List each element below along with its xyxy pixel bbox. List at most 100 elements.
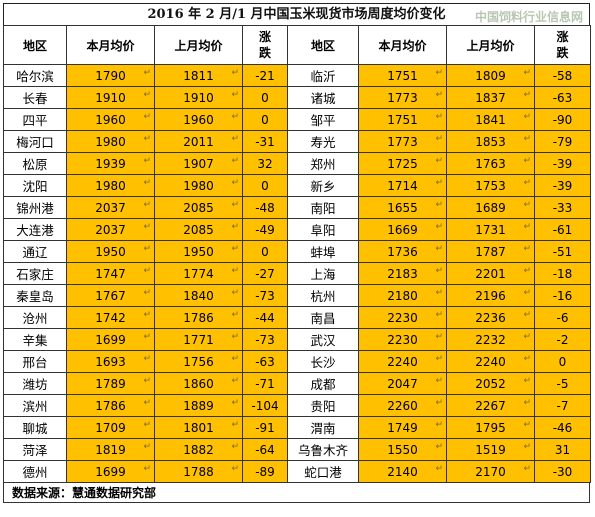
return-mark-icon: ↵ [435,156,443,166]
region-cell: 松原 [3,152,67,175]
change-cell: -7 [534,394,591,417]
cell-value: 2170 [475,464,506,479]
this-month-price-cell: 1736 ↵ [358,240,447,263]
change-cell: 0 [534,350,591,373]
cell-value: -2 [556,332,569,347]
table-row: 锦州港 2037 ↵ 2085 ↵ -48 南阳 1655 ↵ 1689 ↵ -33 [3,196,591,219]
return-mark-icon: ↵ [523,134,531,144]
return-mark-icon: ↵ [231,288,239,298]
return-mark-icon: ↵ [523,442,531,452]
return-mark-icon: ↵ [435,332,443,342]
region-cell: 临沂 [287,64,359,87]
return-mark-icon: ↵ [435,90,443,100]
this-month-price-cell: 1939 ↵ [66,152,155,175]
last-month-price-cell: 1907 ↵ [154,152,243,175]
region-cell: 滨州 [3,394,67,417]
return-mark-icon: ↵ [523,178,531,188]
cell-value: -5 [556,376,569,391]
cell-value: 2085 [183,222,214,237]
table-row: 长春 1910 ↵ 1910 ↵ 0 诸城 1773 ↵ 1837 ↵ -63 [3,86,591,109]
cell-value: -16 [552,288,573,303]
region-cell: 沧州 [3,306,67,329]
last-month-price-cell: 2267 ↵ [446,394,535,417]
this-month-price-cell: 1819 ↵ [66,438,155,461]
return-mark-icon: ↵ [143,68,151,78]
header-this-month: 本月均价 [358,25,447,65]
cell-value: 1788 [183,464,214,479]
return-mark-icon: ↵ [143,464,151,474]
data-source-footer: 数据来源：慧通数据研究部 [3,483,590,503]
return-mark-icon: ↵ [523,332,531,342]
cell-value: 0 [261,90,269,105]
cell-value: 1725 [387,156,418,171]
cell-value: -89 [255,464,275,479]
cell-value: 1655 [387,200,418,215]
region-cell: 阜阳 [287,218,359,241]
this-month-price-cell: 2047 ↵ [358,372,447,395]
cell-value: 2201 [475,266,506,281]
cell-value: -73 [255,288,275,303]
table-row: 四平 1960 ↵ 1960 ↵ 0 邹平 1751 ↵ 1841 ↵ -90 [3,108,591,131]
change-cell: 31 [534,438,591,461]
cell-value: 1763 [475,156,506,171]
region-cell: 长沙 [287,350,359,373]
cell-value: 1714 [387,178,418,193]
cell-value: 2230 [387,332,418,347]
this-month-price-cell: 1950 ↵ [66,240,155,263]
cell-value: -91 [255,420,275,435]
table-row: 秦皇岛 1767 ↵ 1840 ↵ -73 杭州 2180 ↵ 2196 ↵ -16 [3,284,591,307]
region-cell: 潍坊 [3,372,67,395]
cell-value: 2180 [387,288,418,303]
last-month-price-cell: 2236 ↵ [446,306,535,329]
return-mark-icon: ↵ [435,420,443,430]
header-region: 地区 [3,25,67,65]
last-month-price-cell: 2240 ↵ [446,350,535,373]
cell-value: -71 [255,376,275,391]
return-mark-icon: ↵ [231,354,239,364]
table-title: 2016 年 2 月/1 月中国玉米现货市场周度均价变化 中国饲料行业信息网 [3,3,590,25]
cell-value: 1809 [475,68,506,83]
this-month-price-cell: 1699 ↵ [66,328,155,351]
cell-value: 1787 [475,244,506,259]
return-mark-icon: ↵ [435,200,443,210]
cell-value: -58 [552,68,573,83]
cell-value: -31 [255,134,275,149]
cell-value: 1753 [475,178,506,193]
cell-value: 1736 [387,244,418,259]
table-row: 德州 1699 ↵ 1788 ↵ -89 蛇口港 2140 ↵ 2170 ↵ -30 [3,460,591,483]
return-mark-icon: ↵ [231,112,239,122]
return-mark-icon: ↵ [231,200,239,210]
return-mark-icon: ↵ [143,398,151,408]
region-cell: 南昌 [287,306,359,329]
return-mark-icon: ↵ [523,68,531,78]
change-cell: 0 [242,108,288,131]
this-month-price-cell: 2183 ↵ [358,262,447,285]
cell-value: -63 [552,90,573,105]
return-mark-icon: ↵ [435,178,443,188]
return-mark-icon: ↵ [143,288,151,298]
change-cell: -73 [242,328,288,351]
table-row: 通辽 1950 ↵ 1950 ↵ 0 蚌埠 1736 ↵ 1787 ↵ -51 [3,240,591,263]
cell-value: 1699 [95,332,126,347]
return-mark-icon: ↵ [231,310,239,320]
return-mark-icon: ↵ [143,332,151,342]
return-mark-icon: ↵ [143,310,151,320]
corn-price-table: 地区 本月均价 上月均价 涨跌 地区 本月均价 上月均价 涨跌 哈尔滨 1790 ↵… [3,25,591,483]
cell-value: 2183 [387,266,418,281]
return-mark-icon: ↵ [231,420,239,430]
cell-value: 1773 [387,90,418,105]
cell-value: 2267 [475,398,506,413]
return-mark-icon: ↵ [231,464,239,474]
last-month-price-cell: 1801 ↵ [154,416,243,439]
cell-value: 1960 [183,112,214,127]
return-mark-icon: ↵ [143,134,151,144]
region-cell: 蛇口港 [287,460,359,483]
cell-value: 2236 [475,310,506,325]
return-mark-icon: ↵ [523,244,531,254]
cell-value: 31 [554,442,571,457]
return-mark-icon: ↵ [143,112,151,122]
this-month-price-cell: 1669 ↵ [358,218,447,241]
change-cell: -48 [242,196,288,219]
region-cell: 锦州港 [3,196,67,219]
cell-value: 1980 [95,134,126,149]
